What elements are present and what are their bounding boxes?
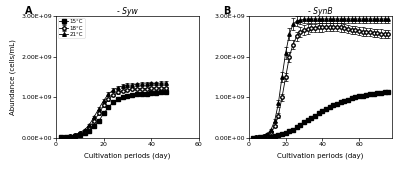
- Legend: 15°C, 18°C, 21°C: 15°C, 18°C, 21°C: [58, 18, 84, 38]
- X-axis label: Cultivation periods (day): Cultivation periods (day): [277, 153, 364, 159]
- Text: A: A: [24, 6, 32, 16]
- X-axis label: Cultivation periods (day): Cultivation periods (day): [84, 153, 171, 159]
- Text: B: B: [223, 6, 231, 16]
- Title: - Syw: - Syw: [117, 7, 138, 16]
- Y-axis label: Abundance (cells/mL): Abundance (cells/mL): [9, 39, 16, 115]
- Title: - SynB: - SynB: [308, 7, 333, 16]
